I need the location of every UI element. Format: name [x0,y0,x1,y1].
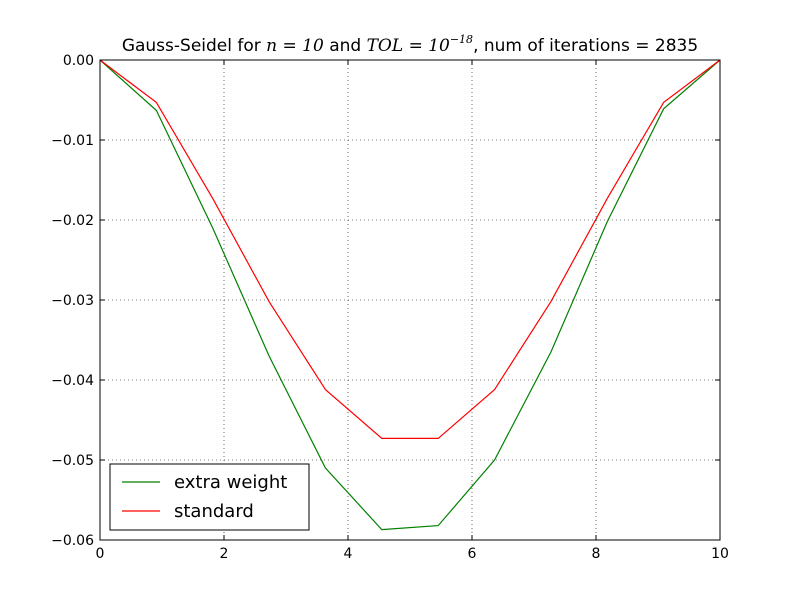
series-line-standard [99,59,721,439]
x-tick-label: 10 [711,546,729,562]
y-tick-label: −0.01 [51,133,94,149]
title-math-n: n = 10 [266,36,324,56]
title-prefix: Gauss-Seidel for [122,36,266,56]
title-suffix: , num of iterations = 2835 [473,36,698,56]
y-tick-label: −0.05 [51,453,94,469]
legend: extra weight standard [109,463,310,531]
x-tick-labels: 0 2 4 6 8 10 [96,546,729,562]
y-tick-labels: 0.00 −0.01 −0.02 −0.03 −0.04 −0.05 −0.06 [51,53,94,549]
legend-label-standard: standard [174,501,254,522]
x-tick-label: 8 [592,546,601,562]
axis-ticks [99,59,721,541]
y-tick-label: 0.00 [63,53,94,69]
series-line-extra-weight [99,59,721,531]
x-tick-label: 6 [468,546,477,562]
series-lines [99,59,721,531]
title-middle: and [324,36,367,56]
grid-lines [100,60,720,540]
legend-box [109,463,310,531]
y-tick-label: −0.03 [51,293,94,309]
y-tick-label: −0.06 [51,533,94,549]
x-tick-label: 2 [220,546,229,562]
title-math-exponent: −18 [450,33,473,46]
y-tick-label: −0.04 [51,373,94,389]
legend-label-extra-weight: extra weight [174,472,287,493]
chart-title: Gauss-Seidel for n = 10 and TOL = 10−18,… [122,33,698,56]
x-tick-label: 0 [96,546,105,562]
x-tick-label: 4 [344,546,353,562]
title-math-tol: TOL = 10 [367,36,450,56]
y-tick-label: −0.02 [51,213,94,229]
